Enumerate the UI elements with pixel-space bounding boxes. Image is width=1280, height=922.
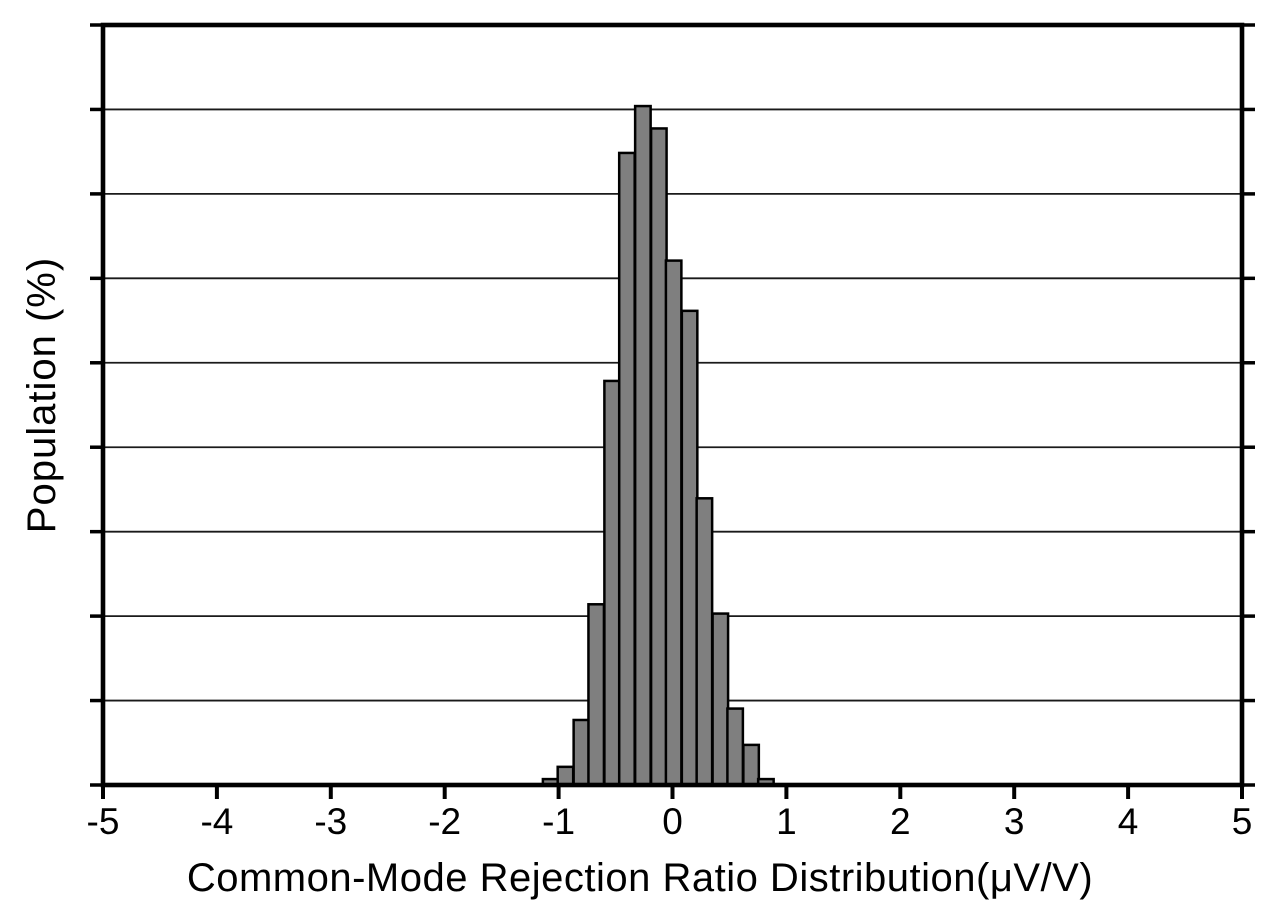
x-tick-label: 1	[776, 801, 797, 842]
plot-border	[100, 22, 1245, 788]
histogram-bar	[617, 151, 636, 787]
x-tick-label: -1	[542, 801, 576, 842]
x-tick-label: 3	[1003, 801, 1025, 842]
x-tick-label: -4	[200, 801, 234, 842]
histogram-bar	[726, 707, 745, 787]
histogram-bar	[695, 497, 714, 787]
histogram-bar	[587, 603, 606, 787]
x-tick-label: -2	[428, 801, 462, 842]
x-tick-label: 2	[890, 801, 911, 842]
x-tick-label: 5	[1231, 801, 1253, 842]
histogram-bar	[711, 612, 730, 787]
histogram-bar	[556, 765, 575, 787]
x-tick-label: 4	[1117, 801, 1139, 842]
x-tick-label: -3	[314, 801, 348, 842]
histogram-bar	[664, 259, 683, 787]
x-tick-label: -5	[86, 801, 120, 842]
y-axis-title: Population (%)	[20, 256, 64, 534]
histogram-bar	[680, 309, 699, 787]
histogram-bar	[742, 743, 761, 787]
x-tick-label: 0	[662, 801, 683, 842]
histogram-bar	[572, 718, 591, 787]
histogram-bar	[603, 379, 622, 787]
histogram-bar	[633, 104, 652, 787]
x-axis-title: Common-Mode Rejection Ratio Distribution…	[186, 856, 1094, 900]
histogram-bar	[649, 127, 668, 787]
